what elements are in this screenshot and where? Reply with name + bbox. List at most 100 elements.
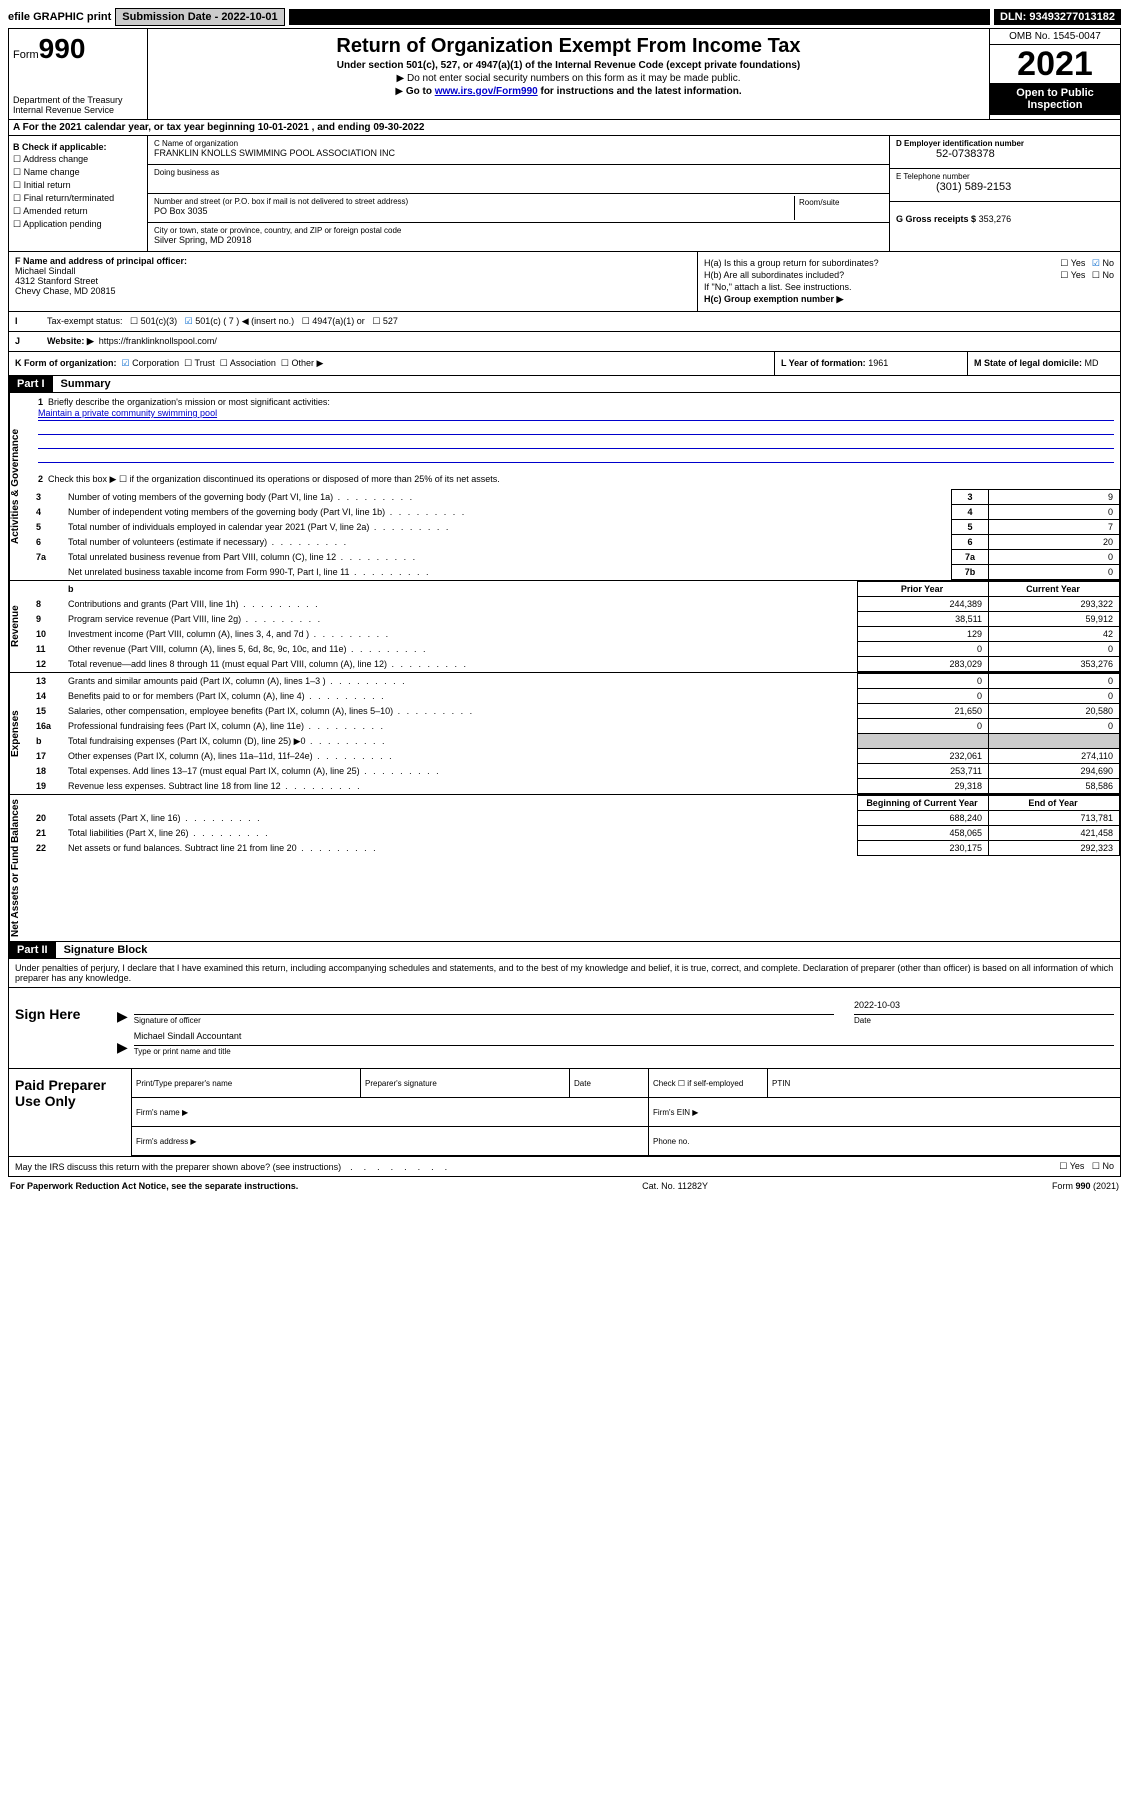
header-right: OMB No. 1545-0047 2021 Open to Public In… [989,29,1120,119]
firm-name-label: Firm's name ▶ [132,1098,649,1127]
chk-final-return[interactable]: Final return/terminated [13,193,143,204]
irs BloomFilter-link[interactable]: www.irs.gov/Form990 [435,86,538,97]
firm-phone-label: Phone no. [649,1127,1121,1156]
part1-header: Part I Summary [8,376,1121,393]
row-i: I Tax-exempt status: 501(c)(3) 501(c) ( … [8,312,1121,332]
section-net-assets: Net Assets or Fund Balances Beginning of… [8,795,1121,942]
section-expenses: Expenses 13Grants and similar amounts pa… [8,673,1121,795]
chk-527[interactable]: 527 [372,316,398,326]
paperwork-notice: For Paperwork Reduction Act Notice, see … [10,1181,298,1191]
city-label: City or town, state or province, country… [154,226,401,235]
sign-here-label: Sign Here [9,988,111,1068]
ha-label: H(a) Is this a group return for subordin… [704,258,879,268]
part2-header: Part II Signature Block [8,942,1121,959]
q1-answer: Maintain a private community swimming po… [38,408,1114,421]
cat-no: Cat. No. 11282Y [642,1181,708,1191]
top-bar: efile GRAPHIC print Submission Date - 20… [8,8,1121,26]
self-employed-check[interactable]: Check ☐ if self-employed [649,1069,768,1098]
preparer-name-label: Print/Type preparer's name [132,1069,361,1098]
ein-label: D Employer identification number [896,139,1024,148]
dln-label: DLN: 93493277013182 [994,9,1121,25]
chk-501c3[interactable]: 501(c)(3) [130,316,177,326]
ein-value: 52-0738378 [896,148,1114,160]
hb-note: If "No," attach a list. See instructions… [704,282,1114,292]
paid-preparer-label: Paid Preparer Use Only [9,1069,131,1156]
row-j: J Website: ▶ https://franklinknollspool.… [8,332,1121,352]
addr-value: PO Box 3035 [154,206,208,216]
website-label: Website: ▶ [47,336,94,346]
perjury-statement: Under penalties of perjury, I declare th… [8,959,1121,988]
q2-label: Check this box ▶ ☐ if the organization d… [48,474,500,484]
ptin-label: PTIN [768,1069,1121,1098]
note-goto-pre: Go to [406,86,435,97]
sign-date-value: 2022-10-03 [854,1000,1114,1014]
form-label: Form [13,49,39,61]
form-subtitle: Under section 501(c), 527, or 4947(a)(1)… [152,60,985,71]
chk-amended-return[interactable]: Amended return [13,206,143,217]
chk-association[interactable]: Association [220,358,276,368]
spacer [289,9,990,25]
submission-date-button[interactable]: Submission Date - 2022-10-01 [115,8,284,26]
blank-line [38,450,1114,463]
dept-label: Department of the Treasury [13,95,143,105]
section-governance: Activities & Governance 1 Briefly descri… [8,393,1121,581]
blank-line [38,422,1114,435]
paid-preparer-block: Paid Preparer Use Only Print/Type prepar… [8,1069,1121,1157]
revenue-table: bPrior YearCurrent Year8Contributions an… [32,581,1120,672]
chk-trust[interactable]: Trust [184,358,215,368]
officer-name: Michael Sindall [15,266,76,276]
phone-label: E Telephone number [896,172,970,181]
header-left: Form990 Department of the Treasury Inter… [9,29,148,119]
city-value: Silver Spring, MD 20918 [154,235,252,245]
omb-number: OMB No. 1545-0047 [990,29,1120,45]
bottom-line: For Paperwork Reduction Act Notice, see … [8,1177,1121,1195]
hb-yes[interactable]: Yes [1060,270,1085,280]
side-revenue: Revenue [9,581,32,672]
row-m-val: MD [1085,358,1099,368]
discuss-yes[interactable]: Yes [1059,1161,1084,1171]
block-klm: K Form of organization: Corporation Trus… [8,352,1121,376]
chk-4947[interactable]: 4947(a)(1) or [302,316,365,326]
chk-corporation[interactable]: Corporation [122,358,180,368]
note-ssn: Do not enter social security numbers on … [407,73,740,84]
blank-line [38,436,1114,449]
discuss-no[interactable]: No [1092,1161,1114,1171]
hc-label: H(c) Group exemption number ▶ [704,294,843,304]
box-b: B Check if applicable: Address change Na… [9,136,148,251]
dba-label: Doing business as [154,168,219,177]
form-header: Form990 Department of the Treasury Inter… [8,28,1121,120]
irs-label: Internal Revenue Service [13,105,143,115]
name-title-label: Type or print name and title [134,1045,1114,1056]
expenses-table: 13Grants and similar amounts paid (Part … [32,673,1120,794]
gross-label: G Gross receipts $ [896,214,976,224]
ha-no[interactable]: No [1092,258,1114,268]
side-governance: Activities & Governance [9,393,32,580]
officer-addr2: Chevy Chase, MD 20815 [15,286,116,296]
box-h: H(a) Is this a group return for subordin… [698,252,1120,311]
chk-name-change[interactable]: Name change [13,167,143,178]
firm-ein-label: Firm's EIN ▶ [649,1098,1121,1127]
box-c: C Name of organization FRANKLIN KNOLLS S… [148,136,889,251]
chk-other[interactable]: Other ▶ [281,358,324,368]
q1-label: Briefly describe the organization's miss… [48,397,330,407]
website-value: https://franklinknollspool.com/ [99,336,217,346]
hb-no[interactable]: No [1092,270,1114,280]
row-l-val: 1961 [868,358,888,368]
row-k-label: K Form of organization: [15,358,117,368]
date-label: Date [854,1014,1114,1025]
ha-yes[interactable]: Yes [1060,258,1085,268]
chk-address-change[interactable]: Address change [13,154,143,165]
governance-table: 3Number of voting members of the governi… [32,489,1120,580]
addr-label: Number and street (or P.O. box if mail i… [154,197,408,206]
line-a: A For the 2021 calendar year, or tax yea… [8,120,1121,136]
box-deg: D Employer identification number 52-0738… [889,136,1120,251]
chk-application-pending[interactable]: Application pending [13,219,143,230]
efile-link[interactable]: efile GRAPHIC print [8,11,111,23]
chk-501c[interactable]: 501(c) ( 7 ) ◀ (insert no.) [185,316,295,326]
box-f-label: F Name and address of principal officer: [15,256,187,266]
row-l-label: L Year of formation: [781,358,866,368]
gross-value: 353,276 [979,214,1012,224]
chk-initial-return[interactable]: Initial return [13,180,143,191]
signer-name: Michael Sindall Accountant [134,1031,1114,1045]
part1-title: Summary [53,376,119,392]
